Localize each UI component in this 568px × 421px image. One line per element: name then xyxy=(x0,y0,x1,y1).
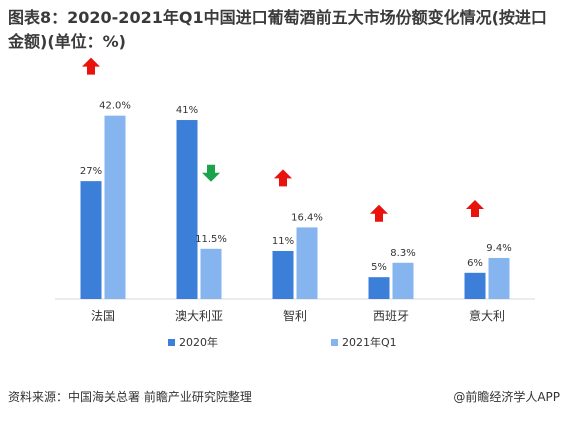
bar xyxy=(176,120,198,299)
bar xyxy=(272,250,294,299)
bar xyxy=(296,227,318,299)
brand-credit: @前瞻经济学人APP xyxy=(453,390,560,404)
bar xyxy=(392,262,414,299)
data-label: 27% xyxy=(80,166,102,177)
data-label: 6% xyxy=(467,258,483,269)
bar xyxy=(80,181,102,299)
data-label: 11.5% xyxy=(195,234,227,245)
data-label: 42.0% xyxy=(99,101,131,112)
data-label: 9.4% xyxy=(486,243,511,254)
legend-label: 2021年Q1 xyxy=(342,335,397,349)
x-tick-label: 智利 xyxy=(283,308,307,323)
data-label: 8.3% xyxy=(390,248,415,259)
bar xyxy=(200,248,222,299)
bar xyxy=(464,272,486,299)
x-tick-label: 西班牙 xyxy=(373,309,409,323)
data-label: 16.4% xyxy=(291,212,323,223)
x-tick-label: 澳大利亚 xyxy=(175,309,223,323)
legend-swatch xyxy=(168,339,175,346)
data-label: 5% xyxy=(371,262,387,273)
data-label: 41% xyxy=(176,105,198,116)
trend-up-arrow-icon xyxy=(466,199,484,217)
bar xyxy=(488,257,510,299)
trend-up-arrow-icon xyxy=(82,57,100,75)
legend-swatch xyxy=(331,339,338,346)
x-tick-label: 法国 xyxy=(91,309,115,323)
bar xyxy=(104,115,126,299)
trend-up-arrow-icon xyxy=(274,169,292,187)
trend-down-arrow-icon xyxy=(202,164,220,182)
bar xyxy=(368,277,390,299)
chart-title: 图表8：2020-2021年Q1中国进口葡萄酒前五大市场份额变化情况(按进口金额… xyxy=(8,8,547,51)
data-label: 11% xyxy=(272,236,294,247)
legend-label: 2020年 xyxy=(179,335,218,349)
source-note: 资料来源：中国海关总署 前瞻产业研究院整理 xyxy=(8,390,252,404)
trend-up-arrow-icon xyxy=(370,204,388,222)
x-tick-label: 意大利 xyxy=(469,308,505,323)
